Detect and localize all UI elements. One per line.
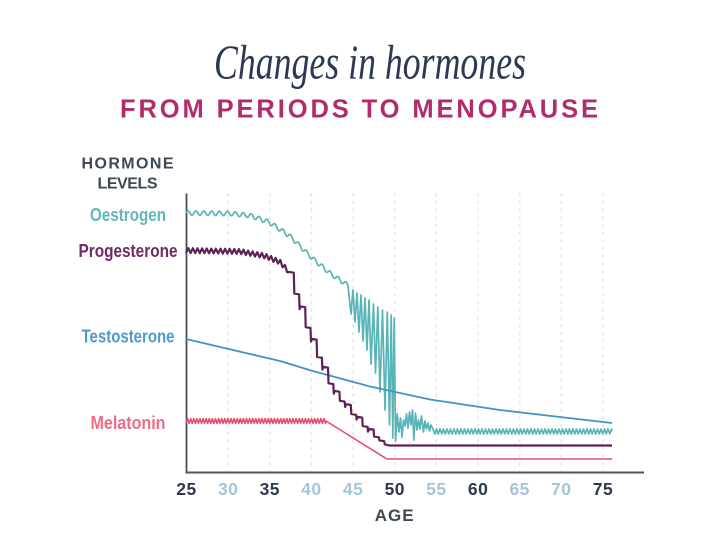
svg-text:35: 35: [260, 479, 280, 499]
svg-text:60: 60: [468, 479, 488, 499]
svg-text:50: 50: [385, 479, 405, 499]
svg-text:40: 40: [301, 479, 321, 499]
svg-text:Changes in hormones: Changes in hormones: [214, 35, 526, 90]
svg-text:75: 75: [593, 479, 613, 499]
svg-text:Testosterone: Testosterone: [82, 327, 175, 347]
svg-text:Melatonin: Melatonin: [91, 413, 166, 433]
svg-text:Progesterone: Progesterone: [79, 241, 178, 261]
svg-text:55: 55: [426, 479, 446, 499]
svg-text:LEVELS: LEVELS: [98, 176, 158, 193]
svg-text:HORMONE: HORMONE: [82, 156, 174, 173]
svg-text:30: 30: [218, 479, 238, 499]
svg-text:45: 45: [343, 479, 363, 499]
svg-text:25: 25: [176, 479, 196, 499]
svg-text:65: 65: [509, 479, 529, 499]
svg-text:AGE: AGE: [375, 506, 415, 525]
svg-text:70: 70: [551, 479, 571, 499]
svg-text:Oestrogen: Oestrogen: [90, 205, 166, 225]
